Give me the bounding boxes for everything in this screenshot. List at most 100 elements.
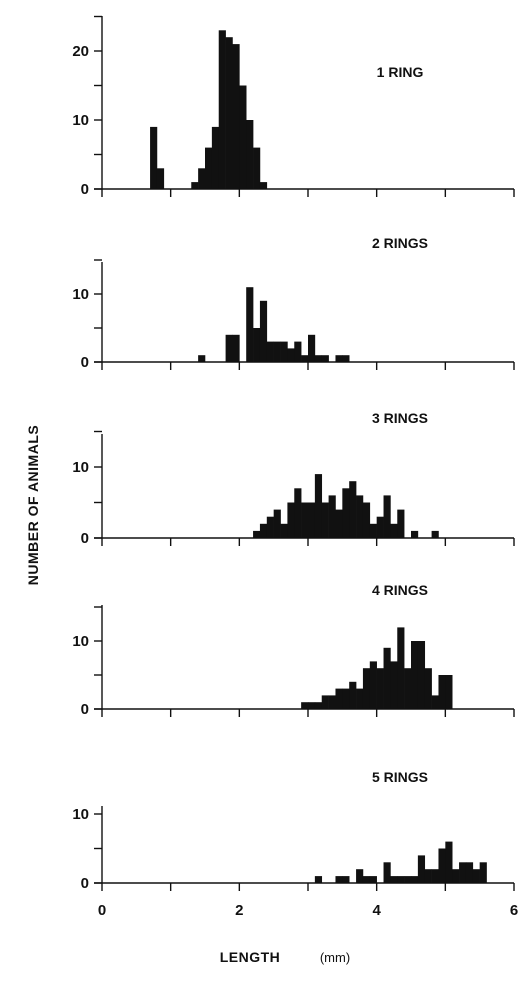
histogram-bar xyxy=(369,661,377,709)
histogram-bar xyxy=(417,641,426,709)
histogram-bar xyxy=(362,502,371,538)
histogram-bar xyxy=(280,341,288,362)
histogram-bar xyxy=(266,516,274,538)
histogram-bar xyxy=(232,44,240,189)
histogram-bar xyxy=(273,509,281,538)
x-tick-label: 0 xyxy=(98,902,106,919)
histogram-bar xyxy=(259,523,268,538)
histogram-bar xyxy=(369,876,377,883)
y-axis-title: NUMBER OF ANIMALS xyxy=(25,425,41,585)
histogram-bar xyxy=(424,869,432,883)
histogram-bar xyxy=(253,328,261,362)
histogram-bar xyxy=(150,126,158,189)
histogram-panels: 0 10 20 1 RING 0 10 2 RINGS 0 10 3 RINGS 0 10 4 RING… xyxy=(72,15,515,892)
histogram-bar xyxy=(301,502,309,538)
x-tick-label: 4 xyxy=(372,902,381,919)
histogram-bar xyxy=(314,876,323,883)
histogram-bar xyxy=(397,876,405,883)
x-tick-label: 6 xyxy=(510,902,518,919)
histogram-panel: 0 10 2 RINGS xyxy=(72,235,515,371)
histogram-bar xyxy=(452,869,460,883)
y-tick-label: 10 xyxy=(72,112,89,129)
y-tick-label: 10 xyxy=(72,633,89,650)
histogram-bar xyxy=(479,862,487,883)
histogram-bar xyxy=(411,530,419,538)
histogram-panel: 0 10 20 1 RING xyxy=(72,15,515,198)
histogram-panel: 0 10 5 RINGS xyxy=(72,769,515,892)
histogram-bar xyxy=(383,862,391,883)
histogram-bar xyxy=(259,182,268,189)
histogram-bar xyxy=(472,869,480,883)
histogram-bar xyxy=(362,668,371,709)
histogram-bar xyxy=(390,523,398,538)
histogram-bar xyxy=(335,688,343,709)
histogram-bar xyxy=(225,334,233,362)
histogram-bar xyxy=(342,355,350,362)
histogram-bar xyxy=(314,355,323,362)
histogram-bar xyxy=(438,848,446,883)
y-tick-label: 0 xyxy=(81,701,89,718)
histogram-bar xyxy=(383,647,391,709)
x-tick-labels: 0 2 4 6 xyxy=(98,902,518,919)
histogram-bar xyxy=(205,147,213,189)
histogram-bar xyxy=(376,516,384,538)
histogram-bar xyxy=(417,855,426,883)
histogram-bar xyxy=(390,661,398,709)
histogram-bar xyxy=(390,876,398,883)
histogram-bar xyxy=(404,876,412,883)
y-tick-label: 0 xyxy=(81,875,89,892)
histogram-bar xyxy=(335,355,343,362)
histogram-bar xyxy=(445,675,453,709)
histogram-bar xyxy=(431,695,439,709)
histogram-bar xyxy=(431,869,439,883)
histogram-bar xyxy=(239,85,247,189)
histogram-bar xyxy=(376,668,384,709)
histogram-bar xyxy=(328,695,336,709)
histogram-bar xyxy=(253,147,261,189)
histogram-bar xyxy=(225,37,233,190)
histogram-bar xyxy=(362,876,371,883)
histogram-bar xyxy=(356,869,364,883)
histogram-bar xyxy=(156,168,165,189)
y-tick-label: 20 xyxy=(72,43,89,60)
histogram-bar xyxy=(445,841,453,883)
histogram-bar xyxy=(335,509,343,538)
histogram-bar xyxy=(431,530,439,538)
panel-title: 3 RINGS xyxy=(372,410,428,426)
histogram-bar xyxy=(369,523,377,538)
histogram-bar xyxy=(321,695,329,709)
histogram-bar xyxy=(342,688,350,709)
histogram-bar xyxy=(287,348,295,362)
histogram-bar xyxy=(211,126,220,189)
x-tick-label: 2 xyxy=(235,902,243,919)
y-tick-label: 10 xyxy=(72,459,89,476)
panel-title: 2 RINGS xyxy=(372,235,428,251)
histogram-bar xyxy=(465,862,474,883)
histogram-bar xyxy=(294,341,302,362)
histogram-panel: 0 10 4 RINGS xyxy=(72,582,515,718)
histogram-bar xyxy=(314,474,323,538)
histogram-bar xyxy=(308,334,316,362)
histogram-bar xyxy=(294,488,302,538)
histogram-bar xyxy=(356,688,364,709)
histogram-bar xyxy=(459,862,467,883)
x-axis-title: LENGTH xyxy=(220,949,281,965)
histogram-panel: 0 10 3 RINGS xyxy=(72,410,515,547)
histogram-bar xyxy=(218,30,226,189)
histogram-bar xyxy=(438,675,446,709)
histogram-bar xyxy=(301,702,309,709)
histogram-bar xyxy=(411,876,419,883)
histogram-bar xyxy=(246,120,254,189)
y-tick-label: 0 xyxy=(81,181,89,198)
histogram-bar xyxy=(308,702,316,709)
histogram-bar xyxy=(253,530,261,538)
y-tick-label: 10 xyxy=(72,806,89,823)
histogram-bar xyxy=(404,668,412,709)
histogram-bar xyxy=(383,495,391,538)
histogram-bar xyxy=(424,668,432,709)
histogram-bar xyxy=(342,488,350,538)
panel-title: 4 RINGS xyxy=(372,582,428,598)
histogram-bar xyxy=(301,355,309,362)
histogram-bar xyxy=(314,702,323,709)
histogram-bar xyxy=(397,509,405,538)
